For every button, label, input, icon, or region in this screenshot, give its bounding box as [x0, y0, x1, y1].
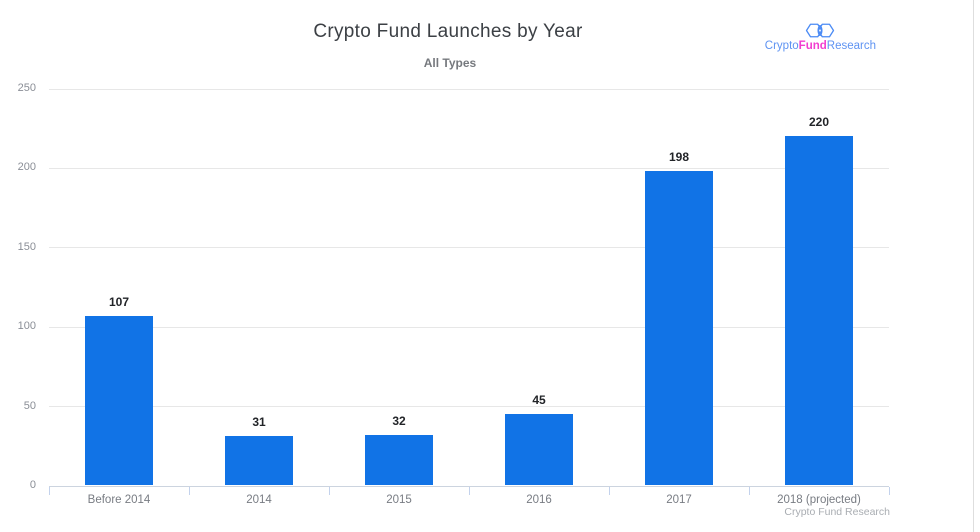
gridline-50: [49, 406, 889, 408]
bar-value-label: 31: [252, 415, 266, 430]
y-axis-label: 200: [17, 161, 36, 174]
logo-wordmark: CryptoFundResearch: [764, 40, 876, 53]
bar-2017[interactable]: [645, 171, 713, 486]
bar-Before 2014[interactable]: [85, 315, 153, 486]
logo-word-crypto: Crypto: [764, 40, 799, 52]
x-axis-tick: [749, 486, 750, 495]
x-axis-tick: [329, 486, 330, 495]
chart-subtitle: All Types: [423, 56, 477, 70]
gridline-200: [49, 167, 889, 169]
bar-value-label: 220: [808, 115, 830, 130]
x-axis-label: 2015: [386, 493, 412, 506]
source-credit: Crypto Fund Research: [784, 506, 890, 518]
logo-word-research: Research: [826, 40, 876, 52]
bar-value-label: 107: [108, 294, 130, 309]
crypto-fund-research-logo[interactable]: CryptoFundResearch: [765, 22, 876, 53]
logo-word-fund: Fund: [798, 40, 827, 52]
gridline-250: [49, 88, 889, 90]
y-axis-label: 100: [17, 320, 36, 333]
x-axis-tick: [889, 486, 890, 495]
y-axis-label: 250: [17, 82, 36, 94]
x-axis-tick: [609, 486, 610, 495]
x-axis-line: [49, 485, 889, 487]
bar-2015[interactable]: [365, 434, 433, 486]
gridline-100: [49, 326, 889, 328]
x-axis-label: 2016: [526, 493, 552, 506]
gridline-150: [49, 247, 889, 249]
y-axis-label: 150: [17, 240, 36, 253]
bar-value-label: 198: [668, 150, 690, 165]
bar-value-label: 32: [392, 413, 406, 428]
page-right-border: [973, 0, 974, 532]
y-axis-label: 50: [23, 399, 36, 412]
bar-value-label: 45: [532, 393, 546, 408]
chart-title: Crypto Fund Launches by Year: [313, 21, 583, 42]
x-axis-label: 2017: [666, 493, 692, 506]
bar-2018 (projected)[interactable]: [785, 136, 853, 486]
x-axis-tick: [49, 486, 50, 495]
y-axis-label: 0: [29, 479, 36, 491]
x-axis-tick: [469, 486, 470, 495]
x-axis-tick: [189, 486, 190, 495]
bar-2016[interactable]: [505, 414, 573, 486]
x-axis-label: 2018 (projected): [777, 493, 861, 506]
bar-2014[interactable]: [225, 436, 293, 486]
x-axis-label: 2014: [246, 493, 272, 506]
x-axis-label: Before 2014: [87, 493, 151, 506]
hexagon-chain-icon: [806, 23, 835, 38]
